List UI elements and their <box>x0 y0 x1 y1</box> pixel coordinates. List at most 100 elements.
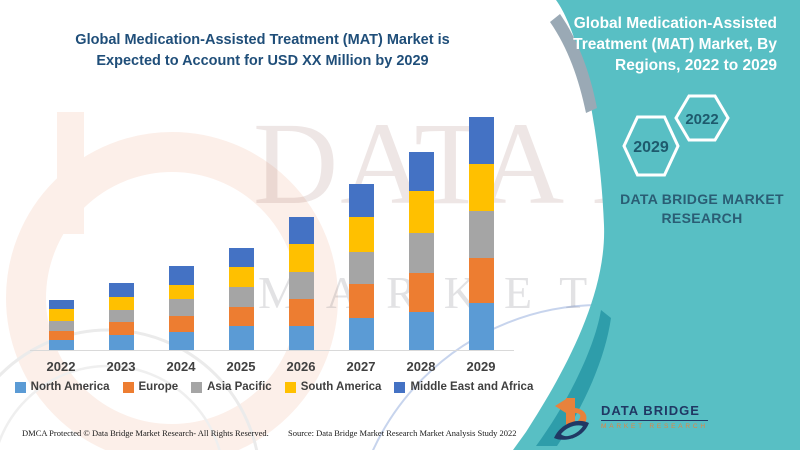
right-panel-title: Global Medication-Assisted Treatment (MA… <box>562 13 777 76</box>
bar-segment <box>168 285 194 299</box>
bar-segment <box>168 316 194 332</box>
dbmr-logo: DATA BRIDGE MARKET RESEARCH <box>552 396 742 443</box>
hexagon-2029-icon <box>622 115 680 177</box>
legend-item: Asia Pacific <box>191 381 272 393</box>
bar-segment <box>408 191 434 233</box>
bar-segment <box>228 267 254 287</box>
bar-segment <box>228 287 254 307</box>
legend-label: North America <box>30 381 110 393</box>
bar-segment <box>348 252 374 284</box>
legend-label: Europe <box>138 381 179 393</box>
bar-segment <box>468 211 494 258</box>
bar-2024 <box>168 266 194 350</box>
chart-title: Global Medication-Assisted Treatment (MA… <box>60 30 465 72</box>
logo-name: DATA BRIDGE <box>601 403 708 421</box>
bar-2027 <box>348 184 374 350</box>
bar-2028 <box>408 152 434 350</box>
right-panel-title-line3: Regions, 2022 to 2029 <box>615 57 777 74</box>
bar-segment <box>48 331 74 340</box>
panel-edge-dark-teal-stripe <box>536 310 611 446</box>
bar-segment <box>288 244 314 272</box>
bar-segment <box>48 321 74 331</box>
x-axis-label: 2027 <box>346 359 376 374</box>
chart-title-line1: Global Medication-Assisted Treatment (MA… <box>75 32 450 48</box>
bar-segment <box>348 217 374 252</box>
bar-segment <box>288 217 314 244</box>
dbmr-logo-text: DATA BRIDGE MARKET RESEARCH <box>601 403 708 443</box>
bar-segment <box>288 299 314 326</box>
bar-segment <box>228 326 254 350</box>
chart-title-line2: Expected to Account for USD XX Million b… <box>96 53 429 69</box>
legend: North America Europe Asia Pacific South Ame… <box>14 381 533 393</box>
brand-caption: DATA BRIDGE MARKET RESEARCH <box>620 191 784 226</box>
legend-label: Asia Pacific <box>207 381 272 393</box>
bar-segment <box>168 332 194 350</box>
hexagon-2029-year: 2029 <box>633 139 669 156</box>
bar-segment <box>408 312 434 350</box>
hexagon-2022-icon <box>674 94 730 142</box>
bar-segment <box>408 273 434 312</box>
stacked-bar-chart: 2022 2023 2024 2025 2026 2027 2028 2029 North A… <box>14 117 533 393</box>
bar-segment <box>468 258 494 303</box>
bar-segment <box>468 303 494 350</box>
bar-segment <box>288 326 314 350</box>
bar-segment <box>408 233 434 273</box>
year-hexagons: 2029 2022 <box>622 94 730 177</box>
bar-segment <box>228 248 254 267</box>
legend-label: South America <box>300 381 382 393</box>
bar-segment <box>48 309 74 321</box>
bar-segment <box>108 335 134 350</box>
bar-segment <box>108 297 134 310</box>
bar-2026 <box>288 217 314 350</box>
bar-segment <box>108 310 134 322</box>
legend-item: Middle East and Africa <box>394 381 533 393</box>
legend-swatch-icon <box>122 381 134 393</box>
x-axis-line <box>30 350 514 351</box>
x-axis-label: 2029 <box>466 359 496 374</box>
legend-swatch-icon <box>284 381 296 393</box>
bar-2029 <box>468 117 494 350</box>
bar-segment <box>108 322 134 335</box>
x-axis-label: 2028 <box>406 359 436 374</box>
dbmr-b-icon <box>554 398 589 440</box>
legend-label: Middle East and Africa <box>410 381 534 393</box>
bar-segment <box>48 300 74 309</box>
x-axis-label: 2022 <box>46 359 76 374</box>
watermark-circle-outer <box>0 328 259 450</box>
bar-segment <box>348 318 374 350</box>
bar-segment <box>168 266 194 285</box>
bar-segment <box>348 284 374 318</box>
bar-segment <box>168 299 194 316</box>
panel-edge-gray-stripe <box>550 14 597 113</box>
bar-segment <box>48 340 74 350</box>
legend-item: South America <box>284 381 382 393</box>
right-panel-title-line1: Global Medication-Assisted <box>573 15 777 32</box>
x-axis-label: 2026 <box>286 359 316 374</box>
legend-item: Europe <box>122 381 179 393</box>
bar-segment <box>288 272 314 299</box>
bar-2025 <box>228 248 254 350</box>
footer-copyright: DMCA Protected © Data Bridge Market Rese… <box>22 428 269 438</box>
legend-swatch-icon <box>394 381 406 393</box>
bar-segment <box>408 152 434 191</box>
bar-segment <box>468 117 494 164</box>
teal-panel-shape <box>513 0 800 450</box>
right-panel-title-line2: Treatment (MAT) Market, By <box>573 36 777 53</box>
x-axis-label: 2025 <box>226 359 256 374</box>
logo-subtitle: MARKET RESEARCH <box>601 423 708 430</box>
bar-segment <box>108 283 134 297</box>
hexagon-2022-year: 2022 <box>685 111 718 128</box>
watermark-circle-inner <box>0 364 221 450</box>
x-axis-label: 2024 <box>166 359 196 374</box>
legend-swatch-icon <box>191 381 203 393</box>
footer-source: Source: Data Bridge Market Research Mark… <box>288 428 517 438</box>
legend-swatch-icon <box>14 381 26 393</box>
watermark-b-ring <box>6 132 338 450</box>
legend-item: North America <box>14 381 110 393</box>
bar-segment <box>228 307 254 326</box>
bar-2023 <box>108 283 134 350</box>
bar-segment <box>348 184 374 217</box>
x-axis-label: 2023 <box>106 359 136 374</box>
